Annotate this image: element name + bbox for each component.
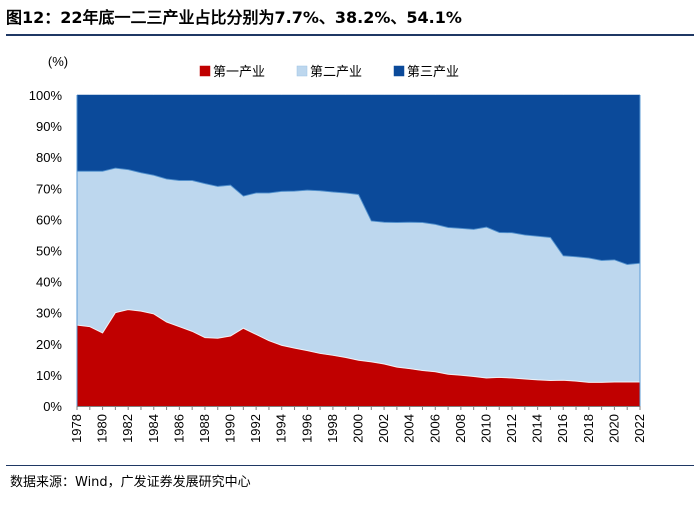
- series-boundary-2: [77, 167, 641, 266]
- y-tick-label: 80%: [36, 150, 62, 165]
- x-tick-label: 1994: [274, 414, 289, 443]
- figure-title: 图12：22年底一二三产业占比分别为7.7%、38.2%、54.1%: [6, 8, 462, 27]
- y-axis-unit: (%): [48, 54, 68, 69]
- x-tick-label: 1988: [197, 414, 212, 443]
- series-outlines: [76, 95, 641, 406]
- x-tick-label: 2006: [427, 414, 442, 443]
- y-tick-label: 60%: [36, 212, 62, 227]
- y-tick-label: 50%: [36, 244, 62, 259]
- x-tick-label: 1978: [69, 414, 84, 443]
- title-rule: [6, 34, 694, 36]
- x-tick-label: 2012: [504, 414, 519, 443]
- series-boundary-1: [76, 309, 640, 383]
- y-tick-label: 10%: [36, 368, 62, 383]
- x-tick-label: 2014: [530, 414, 545, 443]
- legend-label-1: 第一产业: [213, 65, 265, 80]
- x-tick-label: 2008: [453, 414, 468, 443]
- y-tick-label: 90%: [36, 119, 62, 134]
- x-tick-label: 1986: [171, 414, 186, 443]
- x-tick-label: 1984: [146, 414, 161, 443]
- x-tick-label: 1992: [248, 414, 263, 443]
- y-tick-label: 20%: [36, 337, 62, 352]
- x-tick-label: 1998: [325, 414, 340, 443]
- x-tick-label: 2002: [376, 414, 391, 443]
- legend-swatch-1: [199, 65, 211, 77]
- y-tick-label: 40%: [36, 275, 62, 290]
- source-rule: [6, 465, 694, 466]
- axes: 0% 10% 20% 30% 40% 50% 60% 70% 80% 90% 100% (%) 1978…: [29, 54, 647, 443]
- x-tick-label: 2000: [351, 414, 366, 443]
- legend: 第一产业 第二产业 第三产业: [199, 65, 459, 80]
- legend-label-3: 第三产业: [407, 65, 459, 80]
- x-tick-label: 1990: [223, 414, 238, 443]
- x-tick-label: 2020: [606, 414, 621, 443]
- x-tick-label: 2016: [555, 414, 570, 443]
- x-tick-label: 2010: [478, 414, 493, 443]
- y-tick-label: 70%: [36, 181, 62, 196]
- y-tick-label: 30%: [36, 306, 62, 321]
- x-tick-label: 2018: [581, 414, 596, 443]
- legend-label-2: 第二产业: [310, 65, 362, 80]
- source-note: 数据来源：Wind，广发证券发展研究中心: [10, 475, 251, 490]
- x-tick-label: 2022: [632, 414, 647, 443]
- area-layers: [76, 94, 641, 407]
- legend-swatch-3: [393, 65, 405, 77]
- x-tick-label: 2004: [402, 414, 417, 443]
- x-tick-label: 1996: [299, 414, 314, 443]
- legend-swatch-2: [296, 65, 308, 77]
- x-tick-label: 1982: [120, 414, 135, 443]
- y-tick-label: 0%: [43, 399, 62, 414]
- x-tick-label: 1980: [95, 414, 110, 443]
- y-tick-label: 100%: [29, 88, 63, 103]
